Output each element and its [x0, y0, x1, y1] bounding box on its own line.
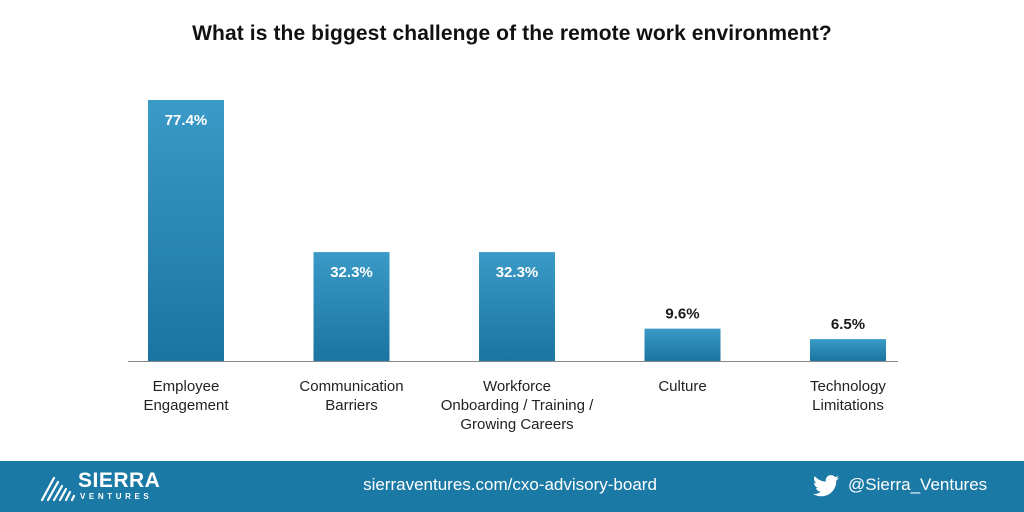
data-label-1: 32.3% — [330, 264, 373, 281]
sierra-ventures-logo-icon — [40, 476, 76, 502]
twitter-bird-icon[interactable] — [813, 475, 839, 497]
bar-3 — [644, 328, 721, 361]
data-label-0: 77.4% — [165, 112, 208, 129]
category-label-0-0: Employee — [153, 378, 220, 395]
category-label-2-2: Growing Careers — [460, 416, 573, 433]
bar-1 — [313, 252, 390, 361]
category-label-1-1: Barriers — [325, 397, 378, 414]
category-label-4-0: Technology — [810, 378, 886, 395]
category-label-2-1: Onboarding / Training / — [441, 397, 594, 414]
category-label-4-1: Limitations — [812, 397, 884, 414]
sierra-ventures-logo[interactable]: SIERRA VENTURES — [40, 470, 180, 504]
bar-4 — [810, 339, 886, 361]
website-link[interactable]: sierraventures.com/cxo-advisory-board — [363, 475, 657, 494]
bar-2 — [479, 252, 555, 361]
twitter-handle[interactable]: @Sierra_Ventures — [848, 475, 988, 494]
logo-name: SIERRA — [78, 469, 161, 492]
footer-bar: SIERRA VENTURES sierraventures.com/cxo-a… — [0, 461, 1024, 512]
chart-title: What is the biggest challenge of the rem… — [192, 22, 832, 45]
labels-layer: 77.4% Employee Engagement 32.3% Communicatio… — [143, 112, 886, 433]
category-label-3-0: Culture — [658, 378, 706, 395]
data-label-4: 6.5% — [831, 316, 865, 333]
category-label-0-1: Engagement — [143, 397, 229, 414]
logo-subtitle: VENTURES — [80, 492, 153, 501]
bar-0 — [148, 100, 224, 361]
bars-layer — [148, 100, 886, 361]
bar-chart: 77.4% Employee Engagement 32.3% Communicatio… — [128, 100, 898, 433]
category-label-1-0: Communication — [299, 378, 403, 395]
data-label-2: 32.3% — [496, 264, 539, 281]
data-label-3: 9.6% — [665, 306, 699, 323]
category-label-2-0: Workforce — [483, 378, 551, 395]
